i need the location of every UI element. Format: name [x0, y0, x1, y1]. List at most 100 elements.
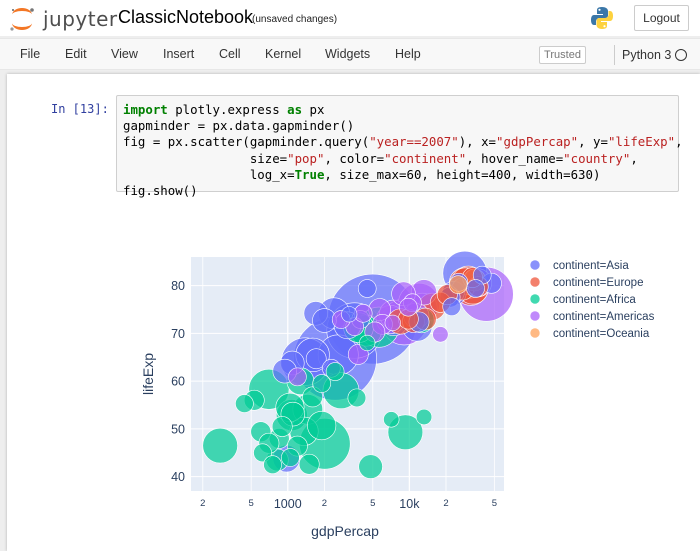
notebook-container: In [13]: import plotly.express as px gapm… — [7, 74, 700, 551]
code-token: as — [287, 102, 303, 117]
data-point — [307, 411, 337, 441]
code-line: fig.show() — [123, 183, 683, 199]
code-line: fig = px.scatter(gapminder.query("year==… — [123, 134, 683, 150]
data-point — [312, 374, 331, 393]
menu-cell[interactable]: Cell — [219, 47, 241, 61]
legend-item[interactable]: continent=Americas — [530, 311, 655, 323]
code-line: size="pop", color="continent", hover_nam… — [123, 151, 683, 167]
y-axis-title: lifeExp — [140, 353, 156, 395]
code-cell-editor[interactable]: import plotly.express as px gapminder = p… — [116, 95, 683, 198]
python-logo-icon — [591, 7, 613, 29]
code-token: ), x= — [458, 134, 497, 150]
legend-marker — [530, 277, 540, 287]
y-tick-label: 40 — [171, 470, 185, 484]
code-token: plotly.express — [167, 102, 288, 117]
scatter-plot[interactable]: 2 5 1000 2 5 10k 2 5 40 50 60 70 80 gdpPercap lifeE… — [7, 224, 700, 551]
y-tick-label: 70 — [171, 327, 185, 341]
code-token: px — [302, 102, 325, 117]
x-tick-label: 1000 — [274, 497, 302, 511]
code-token: "year==2007" — [369, 134, 459, 150]
jupyter-logo-icon — [10, 8, 34, 31]
legend-item[interactable]: continent=Africa — [530, 294, 636, 306]
data-point — [263, 455, 282, 475]
menu-view[interactable]: View — [111, 47, 138, 61]
cell-output: 2 5 1000 2 5 10k 2 5 40 50 60 70 80 gdpPercap lifeE… — [7, 224, 700, 551]
kernel-name[interactable]: Python 3 — [622, 48, 672, 62]
code-text: import plotly.express as px gapminder = p… — [123, 102, 683, 199]
x-tick-label: 2 — [443, 498, 448, 509]
x-tick-label: 5 — [249, 498, 254, 509]
code-token: , y= — [578, 134, 608, 150]
x-tick-label: 5 — [370, 498, 375, 509]
code-token: fig.show() — [123, 182, 198, 198]
legend-marker — [530, 294, 540, 304]
legend-label: continent=Americas — [553, 311, 655, 323]
code-token: , — [630, 150, 638, 166]
x-tick-label: 5 — [492, 498, 497, 509]
menu-kernel[interactable]: Kernel — [265, 47, 302, 61]
kernel-idle-indicator-icon — [675, 49, 687, 61]
data-point — [357, 279, 377, 298]
data-point — [415, 408, 433, 426]
legend-label: continent=Europe — [553, 277, 643, 289]
data-point — [399, 297, 418, 317]
x-axis-title: gdpPercap — [311, 523, 379, 539]
jupyter-logo[interactable]: jupyter — [8, 6, 117, 31]
y-tick-label: 60 — [171, 375, 185, 389]
data-point — [432, 326, 449, 343]
code-token: fig = px.scatter(gapminder.query( — [123, 134, 370, 150]
code-token: "continent" — [384, 150, 467, 166]
legend-label: continent=Asia — [553, 260, 629, 272]
logout-button[interactable]: Logout — [634, 5, 689, 31]
data-point — [305, 348, 327, 370]
header-bar: jupyter ClassicNotebook (unsaved changes… — [0, 0, 700, 36]
input-prompt: In [13]: — [51, 102, 109, 116]
data-point — [448, 275, 468, 294]
legend-marker — [530, 328, 540, 338]
menu-edit[interactable]: Edit — [65, 47, 87, 61]
legend[interactable]: continent=Asia continent=Europe continent=… — [530, 260, 655, 340]
data-point — [341, 306, 358, 323]
code-line: import plotly.express as px — [123, 102, 683, 118]
code-token: , color= — [324, 150, 385, 166]
legend-item[interactable]: continent=Europe — [530, 277, 643, 289]
legend-marker — [530, 260, 540, 270]
logo-text: jupyter — [43, 7, 118, 31]
menubar: File Edit View Insert Cell Kernel Widget… — [0, 38, 700, 70]
code-token: gapminder = px.data.gapminder() — [123, 118, 355, 134]
code-token: import — [123, 102, 168, 117]
notebook-title[interactable]: ClassicNotebook — [118, 7, 254, 27]
data-point — [442, 297, 462, 316]
y-tick-label: 80 — [171, 279, 185, 293]
trusted-indicator[interactable]: Trusted — [539, 46, 586, 64]
legend-item[interactable]: continent=Asia — [530, 260, 629, 272]
data-point — [202, 427, 238, 464]
code-token: , hover_name= — [466, 150, 564, 166]
legend-label: continent=Africa — [553, 294, 636, 306]
code-token: , size_max=60, height=400, width=630) — [324, 166, 601, 182]
code-token: , — [675, 134, 683, 150]
data-point — [359, 334, 376, 352]
data-point — [325, 362, 345, 381]
menu-file[interactable]: File — [20, 47, 41, 61]
x-tick-label: 10k — [399, 497, 420, 511]
y-axis-ticks: 40 50 60 70 80 — [171, 279, 185, 484]
data-point — [298, 453, 320, 475]
menu-help[interactable]: Help — [395, 47, 421, 61]
code-token: "gdpPercap" — [496, 134, 579, 150]
data-point — [384, 314, 401, 331]
menu-widgets[interactable]: Widgets — [325, 47, 371, 61]
code-token: log_x= — [123, 166, 295, 182]
data-point — [358, 454, 383, 479]
legend-label: continent=Oceania — [553, 328, 650, 340]
data-point — [235, 394, 254, 413]
legend-item[interactable]: continent=Oceania — [530, 328, 650, 340]
bubble-series — [202, 250, 514, 479]
legend-marker — [530, 311, 540, 321]
code-token: "lifeExp" — [607, 134, 676, 150]
data-point — [288, 367, 307, 387]
menu-insert[interactable]: Insert — [163, 47, 195, 61]
data-point — [281, 448, 300, 467]
save-status: (unsaved changes) — [252, 14, 338, 25]
